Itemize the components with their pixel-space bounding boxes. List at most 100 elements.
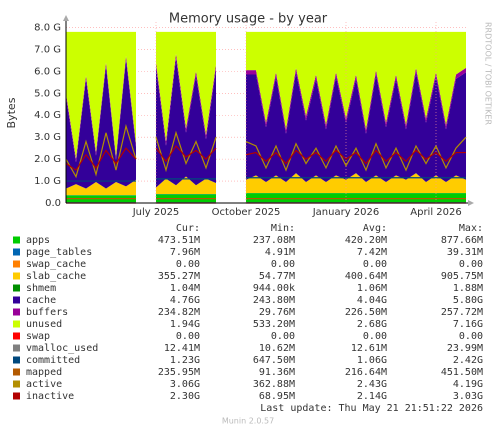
line-active [65, 123, 467, 179]
legend-swatch [13, 320, 20, 328]
side-note: RRDTOOL / TOBI OETIKER [484, 22, 493, 125]
legend-stat: 4.91M [265, 247, 295, 258]
legend-label: buffers [26, 307, 68, 318]
legend-label: shmem [26, 283, 56, 294]
legend-stat: 0.00 [176, 331, 200, 342]
legend-stat: 2.43G [357, 379, 387, 390]
y-tick-label: 3.0 G [34, 132, 61, 143]
legend-stat: 54.77M [259, 271, 295, 282]
legend-stat: 1.06M [357, 283, 387, 294]
legend-stat: 3.06G [170, 379, 200, 390]
legend-stat: 10.62M [259, 343, 295, 354]
legend-stat: 2.14G [357, 391, 387, 402]
legend-stat: 5.80G [453, 295, 483, 306]
line-committed [66, 177, 466, 182]
legend-stat: 237.08M [253, 235, 295, 246]
legend-label: inactive [26, 391, 74, 402]
area-buffers [66, 53, 466, 163]
legend-stat: 1.23G [170, 355, 200, 366]
legend-stat: 7.42M [357, 247, 387, 258]
footer: Munin 2.0.57 [222, 417, 274, 426]
legend-column-header: Max: [459, 223, 483, 234]
legend-stat: 39.31M [447, 247, 483, 258]
legend-column-header: Avg: [363, 223, 387, 234]
legend-label: apps [26, 235, 50, 246]
legend-stat: 216.64M [345, 367, 387, 378]
legend-label: slab_cache [26, 271, 86, 282]
legend-swatch [13, 236, 20, 244]
legend-stat: 4.76G [170, 295, 200, 306]
legend-swatch [13, 368, 20, 376]
legend-swatch [13, 248, 20, 256]
plot-area: 0.0 1.0 G 2.0 G 3.0 G 4.0 G 5.0 G 6.0 G 7.0 G 8.… [34, 15, 474, 218]
x-tick-label: July 2025 [132, 207, 180, 218]
legend-stat: 0.00 [363, 259, 387, 270]
y-axis-label: Bytes [5, 97, 18, 128]
legend-stat: 12.61M [351, 343, 387, 354]
last-update: Last update: Thu May 21 21:51:22 2026 [260, 403, 483, 414]
legend-stat: 0.00 [363, 331, 387, 342]
legend-stat: 647.50M [253, 355, 295, 366]
legend-stat: 91.36M [259, 367, 295, 378]
legend-stat: 1.88M [453, 283, 483, 294]
chart-title: Memory usage - by year [169, 12, 328, 27]
legend-column-header: Min: [271, 223, 295, 234]
x-tick-label: January 2026 [312, 207, 380, 218]
legend-swatch [13, 344, 20, 352]
x-axis-arrow [468, 200, 474, 206]
y-tick-label: 0.0 [45, 198, 61, 209]
legend-stat: 0.00 [176, 259, 200, 270]
legend-label: mapped [26, 367, 62, 378]
legend-stat: 1.94G [170, 319, 200, 330]
y-tick-label: 2.0 G [34, 154, 61, 165]
legend-label: committed [26, 355, 80, 366]
legend-stat: 1.06G [357, 355, 387, 366]
legend-stat: 7.16G [453, 319, 483, 330]
y-tick-label: 7.0 G [34, 44, 61, 55]
legend-swatch [13, 260, 20, 268]
legend-stat: 257.72M [441, 307, 483, 318]
legend-stat: 362.88M [253, 379, 295, 390]
legend-swatch [13, 272, 20, 280]
area-unused [66, 31, 466, 159]
legend-stat: 29.76M [259, 307, 295, 318]
legend-swatch [13, 284, 20, 292]
legend-stat: 0.00 [459, 259, 483, 270]
y-tick-label: 5.0 G [34, 88, 61, 99]
y-tick-label: 6.0 G [34, 66, 61, 77]
legend-swatch [13, 392, 20, 400]
legend-stat: 243.80M [253, 295, 295, 306]
legend-stat: 226.50M [345, 307, 387, 318]
legend-stat: 23.99M [447, 343, 483, 354]
x-tick-label: October 2025 [212, 207, 281, 218]
legend-swatch [13, 296, 20, 304]
legend-stat: 4.19G [453, 379, 483, 390]
x-tick-label: April 2026 [410, 207, 461, 218]
legend-stat: 944.00k [253, 283, 295, 294]
legend-stat: 12.41M [164, 343, 200, 354]
legend-stat: 0.00 [459, 331, 483, 342]
legend-stat: 877.66M [441, 235, 483, 246]
legend: Cur: Min: Avg: Max: apps 473.51M 237.08M 420.20… [13, 223, 483, 402]
y-tick-label: 4.0 G [34, 110, 61, 121]
legend-label: swap_cache [26, 259, 86, 270]
legend-stat: 235.95M [158, 367, 200, 378]
legend-stat: 2.42G [453, 355, 483, 366]
legend-swatch [13, 356, 20, 364]
y-tick-label: 1.0 G [34, 176, 61, 187]
legend-stat: 905.75M [441, 271, 483, 282]
legend-stat: 400.64M [345, 271, 387, 282]
legend-column-header: Cur: [176, 223, 200, 234]
legend-stat: 7.96M [170, 247, 200, 258]
legend-swatch [13, 308, 20, 316]
legend-stat: 2.68G [357, 319, 387, 330]
legend-stat: 0.00 [271, 331, 295, 342]
legend-stat: 355.27M [158, 271, 200, 282]
legend-stat: 2.30G [170, 391, 200, 402]
legend-label: unused [26, 319, 62, 330]
legend-label: swap [26, 331, 50, 342]
y-axis-arrow [63, 15, 69, 21]
legend-stat: 533.20M [253, 319, 295, 330]
